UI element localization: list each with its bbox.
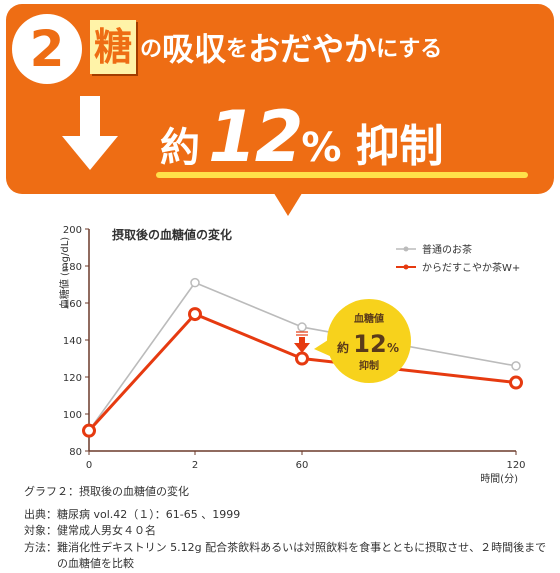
y-tick-label: 140 bbox=[63, 336, 82, 347]
chart-caption: グラフ２：摂取後の血糖値の変化 出典： 糖尿病 vol.42（１）：61-65 … bbox=[24, 484, 554, 573]
data-point-karada-tea bbox=[295, 351, 309, 366]
caption-source: 糖尿病 vol.42（１）：61-65 、1999 bbox=[57, 507, 241, 521]
down-arrow-icon bbox=[62, 96, 118, 170]
headline-word-gentle: おだやか bbox=[248, 30, 377, 68]
blood-glucose-chart: 摂取後の血糖値の変化 血糖値 (mg/dL) 時間(分) 80100120140… bbox=[58, 225, 526, 485]
result-value: 12 bbox=[208, 96, 303, 178]
x-tick-label: 0 bbox=[86, 460, 92, 471]
headline-word-make: にする bbox=[376, 37, 443, 62]
callout-unit: % bbox=[387, 341, 399, 355]
x-axis-label: 時間(分) bbox=[480, 473, 518, 485]
headline-particle-wo: を bbox=[226, 37, 249, 62]
data-point-normal-tea bbox=[511, 361, 521, 371]
caption-subject-row: 対象： 健常成人男女４０名 bbox=[24, 523, 554, 540]
x-tick-label: 60 bbox=[296, 460, 309, 471]
reduction-arrow-icon bbox=[294, 331, 310, 353]
result-underline bbox=[156, 172, 528, 178]
callout-value: 12 bbox=[353, 330, 386, 358]
legend-marker-normal-tea bbox=[403, 246, 409, 252]
x-tick-label: 120 bbox=[506, 460, 525, 471]
caption-source-label: 出典： bbox=[24, 507, 57, 521]
data-point-karada-tea bbox=[188, 307, 202, 322]
result-approx: 約 bbox=[160, 125, 200, 171]
y-tick-label: 120 bbox=[63, 373, 82, 384]
data-point-karada-tea bbox=[509, 375, 523, 390]
data-point-karada-tea bbox=[82, 423, 96, 438]
y-tick-label: 80 bbox=[69, 447, 82, 458]
caption-source-row: 出典： 糖尿病 vol.42（１）：61-65 、1999 bbox=[24, 507, 554, 524]
legend-label-normal-tea: 普通のお茶 bbox=[422, 243, 472, 256]
y-axis-label: 血糖値 (mg/dL) bbox=[58, 237, 71, 309]
caption-subject: 健常成人男女４０名 bbox=[57, 524, 156, 537]
axes: 80 100 120 140 160 180 200 0 2 60 120 bbox=[63, 225, 526, 471]
reduction-callout: 血糖値 約 12 % 抑制 bbox=[314, 299, 411, 383]
series-line-karada-tea bbox=[87, 312, 517, 432]
result-suppression: 抑制 bbox=[355, 121, 444, 172]
headline-highlight-kanji: 糖 bbox=[90, 20, 137, 74]
caption-subject-label: 対象： bbox=[24, 524, 57, 537]
banner-pointer bbox=[272, 190, 304, 216]
y-tick-label: 160 bbox=[63, 299, 82, 310]
section-number-badge: 2 bbox=[12, 14, 82, 84]
chart-title: 摂取後の血糖値の変化 bbox=[112, 227, 232, 242]
caption-method-label: 方法： bbox=[24, 540, 57, 554]
callout-line3: 抑制 bbox=[359, 359, 379, 372]
x-tick-label: 2 bbox=[192, 460, 198, 471]
callout-badge bbox=[327, 299, 411, 383]
y-tick-label: 200 bbox=[63, 225, 82, 236]
legend-label-karada-tea: からだすこやか茶W+ bbox=[422, 261, 520, 274]
data-point-normal-tea bbox=[190, 277, 200, 288]
result-headline: 約 12% 抑制 bbox=[160, 96, 444, 178]
headline-particle-no: の bbox=[140, 37, 163, 62]
caption-method-row: 方法： 難消化性デキストリン 5.12g 配合茶飲料あるいは対照飲料を食事ととも… bbox=[24, 540, 554, 573]
headline-text: 糖の吸収をおだやかにする bbox=[90, 20, 442, 80]
callout-line1: 血糖値 bbox=[354, 312, 384, 325]
series-layer bbox=[82, 277, 523, 438]
legend: 普通のお茶 からだすこやか茶W+ bbox=[396, 243, 520, 274]
caption-method: 難消化性デキストリン 5.12g 配合茶飲料あるいは対照飲料を食事とともに摂取さ… bbox=[57, 540, 547, 571]
y-tick-label: 100 bbox=[63, 410, 82, 421]
caption-title: グラフ２：摂取後の血糖値の変化 bbox=[24, 485, 189, 498]
data-point-normal-tea bbox=[297, 322, 307, 332]
callout-prefix: 約 bbox=[337, 340, 349, 355]
headline-word-absorption: 吸収 bbox=[162, 30, 227, 68]
y-tick-label: 180 bbox=[63, 262, 82, 273]
legend-marker-karada-tea bbox=[403, 264, 409, 270]
result-percent: % bbox=[301, 125, 342, 171]
